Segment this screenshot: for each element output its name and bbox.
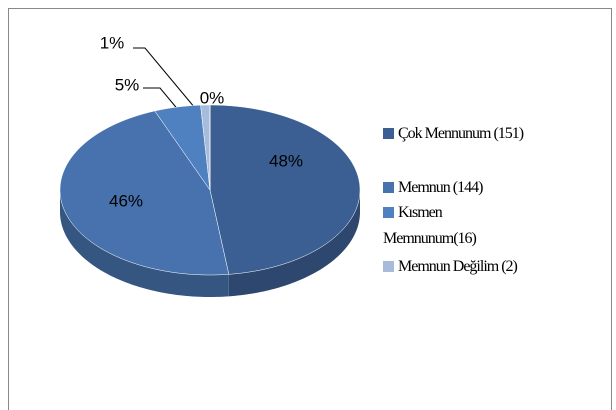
legend-label: Memnun Değilim (2) <box>398 258 518 275</box>
data-label: 48% <box>269 151 303 170</box>
leader-line <box>133 47 206 121</box>
data-label: 5% <box>115 75 140 94</box>
legend-item: Çok Mennunum (151) <box>383 120 603 147</box>
data-label: 1% <box>100 33 125 52</box>
pie-slice <box>59 110 230 276</box>
legend-swatch <box>383 207 394 218</box>
legend-label: Memnun (144) <box>398 179 483 196</box>
legend-item: Kısmen Memnunum(16) <box>383 200 503 252</box>
data-label: 0% <box>200 88 225 107</box>
legend-label: Çok Mennunum (151) <box>398 125 524 142</box>
legend-label: Kısmen Memnunum(16) <box>383 204 477 247</box>
legend-swatch <box>383 261 394 272</box>
legend-item: Memnun (144) <box>383 174 603 201</box>
legend-item: Memnun Değilim (2) <box>383 253 603 280</box>
pie-side <box>228 190 360 297</box>
pie-side <box>60 190 229 297</box>
legend-swatch <box>383 182 394 193</box>
data-label: 46% <box>109 191 143 210</box>
pie-slice <box>154 104 211 191</box>
legend-swatch <box>383 128 394 139</box>
pie-slice <box>209 104 361 275</box>
